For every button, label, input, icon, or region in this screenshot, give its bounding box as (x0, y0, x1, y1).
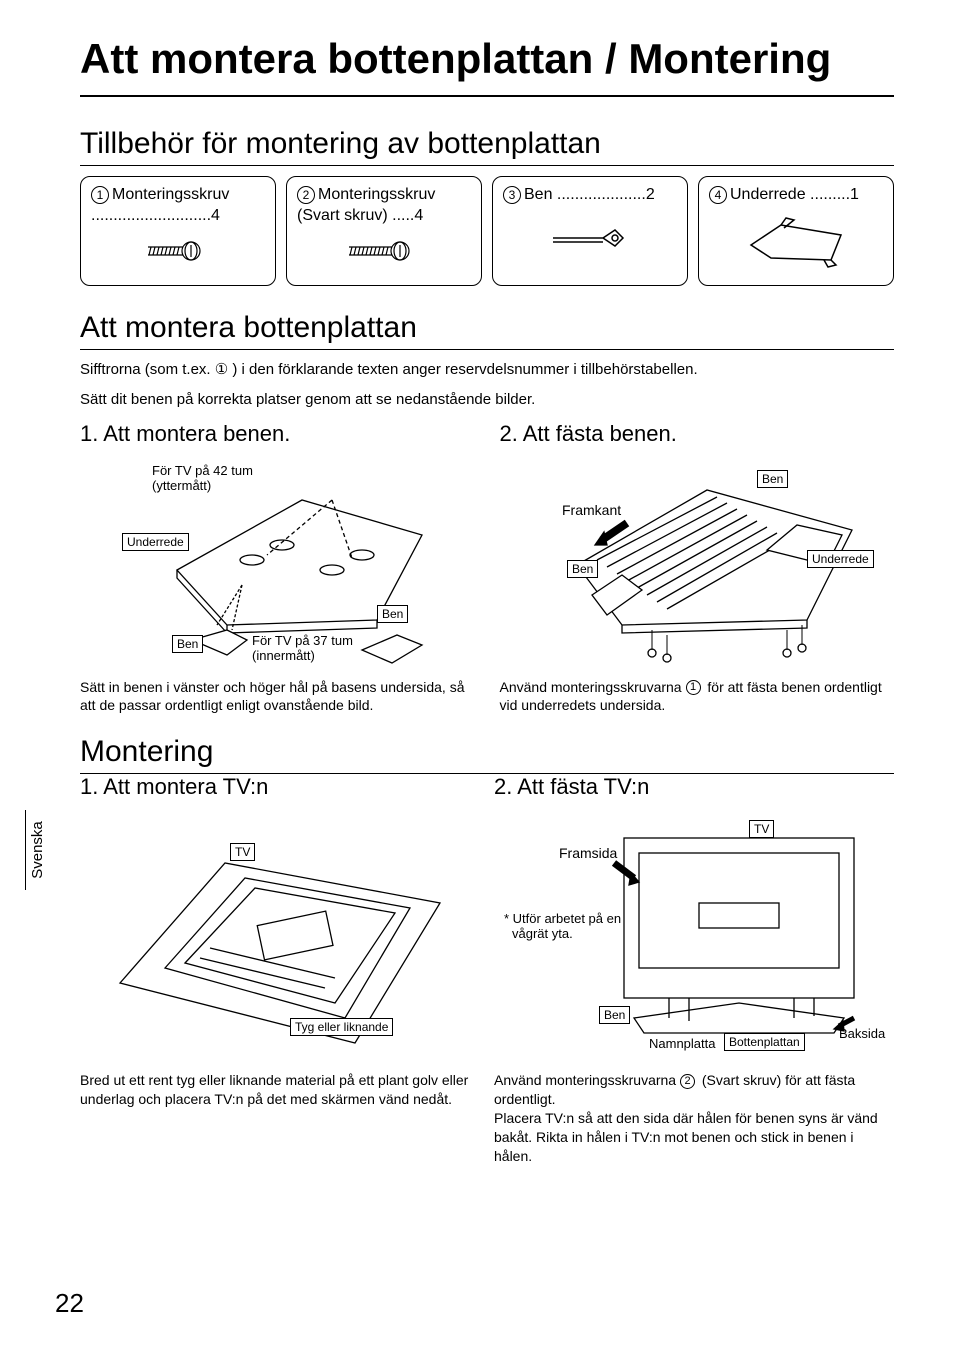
accessory-box-3: 3Ben ....................2 (492, 176, 688, 286)
diagram-fasten-tv: TV Framsida * Utför arbetet på en vågrät… (494, 808, 894, 1063)
accessory-label-4: 4Underrede .........1 (709, 185, 883, 206)
section-montering-title: Montering (80, 735, 894, 774)
intro-text-1: Sifftrorna (som t.ex. ① ) i den förklara… (80, 360, 894, 380)
assembly-steps-row-1: 1. Att montera benen. (80, 421, 894, 716)
step2b-caption-pre: Använd monteringsskruvarna (494, 1072, 680, 1088)
label-framsida: Framsida (559, 845, 618, 861)
svg-text:För TV på 37 tum: För TV på 37 tum (252, 633, 353, 648)
circled-number-1: 1 (91, 186, 109, 204)
inline-circled-2: 2 (680, 1074, 695, 1089)
label-namnplatta: Namnplatta (649, 1036, 716, 1051)
circled-number-3: 3 (503, 186, 521, 204)
label-tv-2: TV (749, 820, 774, 838)
label-underrede: Underrede (122, 533, 189, 551)
label-ben-top: Ben (757, 470, 788, 488)
page-number: 22 (55, 1288, 84, 1319)
leg-icon (503, 206, 677, 275)
accessory-label-2: 2Monteringsskruv (Svart skruv) .....4 (297, 185, 471, 227)
inline-circled-1: 1 (686, 680, 701, 695)
screw-icon (91, 227, 265, 275)
label-tv-1: TV (230, 843, 255, 861)
page-main-title: Att montera bottenplattan / Montering (80, 35, 894, 97)
step-1b-caption: Bred ut ett rent tyg eller liknande mate… (80, 1071, 469, 1109)
step-1a-column: 1. Att montera benen. (80, 421, 475, 716)
step-2b-column: 2. Att fästa TV:n (494, 774, 894, 1165)
step-2b-caption-2: Placera TV:n så att den sida där hålen f… (494, 1109, 894, 1166)
step-2a-column: 2. Att fästa benen. (500, 421, 895, 716)
accessory-label-3: 3Ben ....................2 (503, 185, 677, 206)
assembly-steps-row-2: 1. Att montera TV:n TV Tyg eller liknand… (80, 774, 894, 1165)
label-baksida: Baksida (839, 1026, 886, 1041)
intro-text-1-content: Sifftrorna (som t.ex. ① ) i den förklara… (80, 361, 698, 378)
section-mount-plate-title: Att montera bottenplattan (80, 311, 894, 350)
label-note-2: vågrät yta. (512, 926, 573, 941)
label-underrede-2: Underrede (807, 550, 874, 568)
accessories-row: 1Monteringsskruv .......................… (80, 176, 894, 286)
diagram-mount-legs: För TV på 42 tum (yttermått) Underrede B… (80, 455, 475, 670)
label-ben-r: Ben (377, 605, 408, 623)
accessory-label-1: 1Monteringsskruv .......................… (91, 185, 265, 227)
step-2b-caption-1: Använd monteringsskruvarna 2 (Svart skru… (494, 1071, 894, 1109)
accessory-text-3: Ben ....................2 (524, 186, 655, 203)
accessory-text-4: Underrede .........1 (730, 186, 859, 203)
step-2b-title: 2. Att fästa TV:n (494, 774, 894, 800)
accessory-text-1: Monteringsskruv ........................… (91, 186, 229, 224)
label-42: För TV på 42 tum (152, 463, 253, 478)
diagram-mount-tv: TV Tyg eller liknande (80, 808, 469, 1063)
step-1a-caption: Sätt in benen i vänster och höger hål på… (80, 678, 475, 716)
circled-number-4: 4 (709, 186, 727, 204)
label-framkant: Framkant (562, 502, 621, 518)
accessory-box-4: 4Underrede .........1 (698, 176, 894, 286)
screw-black-icon (297, 227, 471, 275)
label-ben-3: Ben (599, 1006, 630, 1024)
step-2a-title: 2. Att fästa benen. (500, 421, 895, 447)
label-bottenplattan: Bottenplattan (724, 1033, 805, 1051)
label-note-1: * Utför arbetet på en (504, 911, 621, 926)
section-accessories-title: Tillbehör för montering av bottenplattan (80, 127, 894, 166)
svg-text:(yttermått): (yttermått) (152, 478, 211, 493)
step-1b-title: 1. Att montera TV:n (80, 774, 469, 800)
language-tab: Svenska (25, 810, 46, 890)
label-ben-l: Ben (172, 635, 203, 653)
step2a-caption-pre: Använd monteringsskruvarna (500, 679, 686, 695)
label-ben-left2: Ben (567, 560, 598, 578)
accessory-box-2: 2Monteringsskruv (Svart skruv) .....4 (286, 176, 482, 286)
accessory-box-1: 1Monteringsskruv .......................… (80, 176, 276, 286)
svg-text:(innermått): (innermått) (252, 648, 315, 663)
accessory-text-2: Monteringsskruv (Svart skruv) .....4 (297, 186, 435, 224)
step-1a-title: 1. Att montera benen. (80, 421, 475, 447)
circled-number-2: 2 (297, 186, 315, 204)
step-1b-column: 1. Att montera TV:n TV Tyg eller liknand… (80, 774, 469, 1165)
intro-text-2: Sätt dit benen på korrekta platser genom… (80, 390, 894, 410)
base-icon (709, 206, 883, 275)
step-2a-caption: Använd monteringsskruvarna 1 för att fäs… (500, 678, 895, 716)
diagram-fasten-legs: Ben Framkant Ben Underrede (500, 455, 895, 670)
label-tyg: Tyg eller liknande (290, 1018, 393, 1036)
